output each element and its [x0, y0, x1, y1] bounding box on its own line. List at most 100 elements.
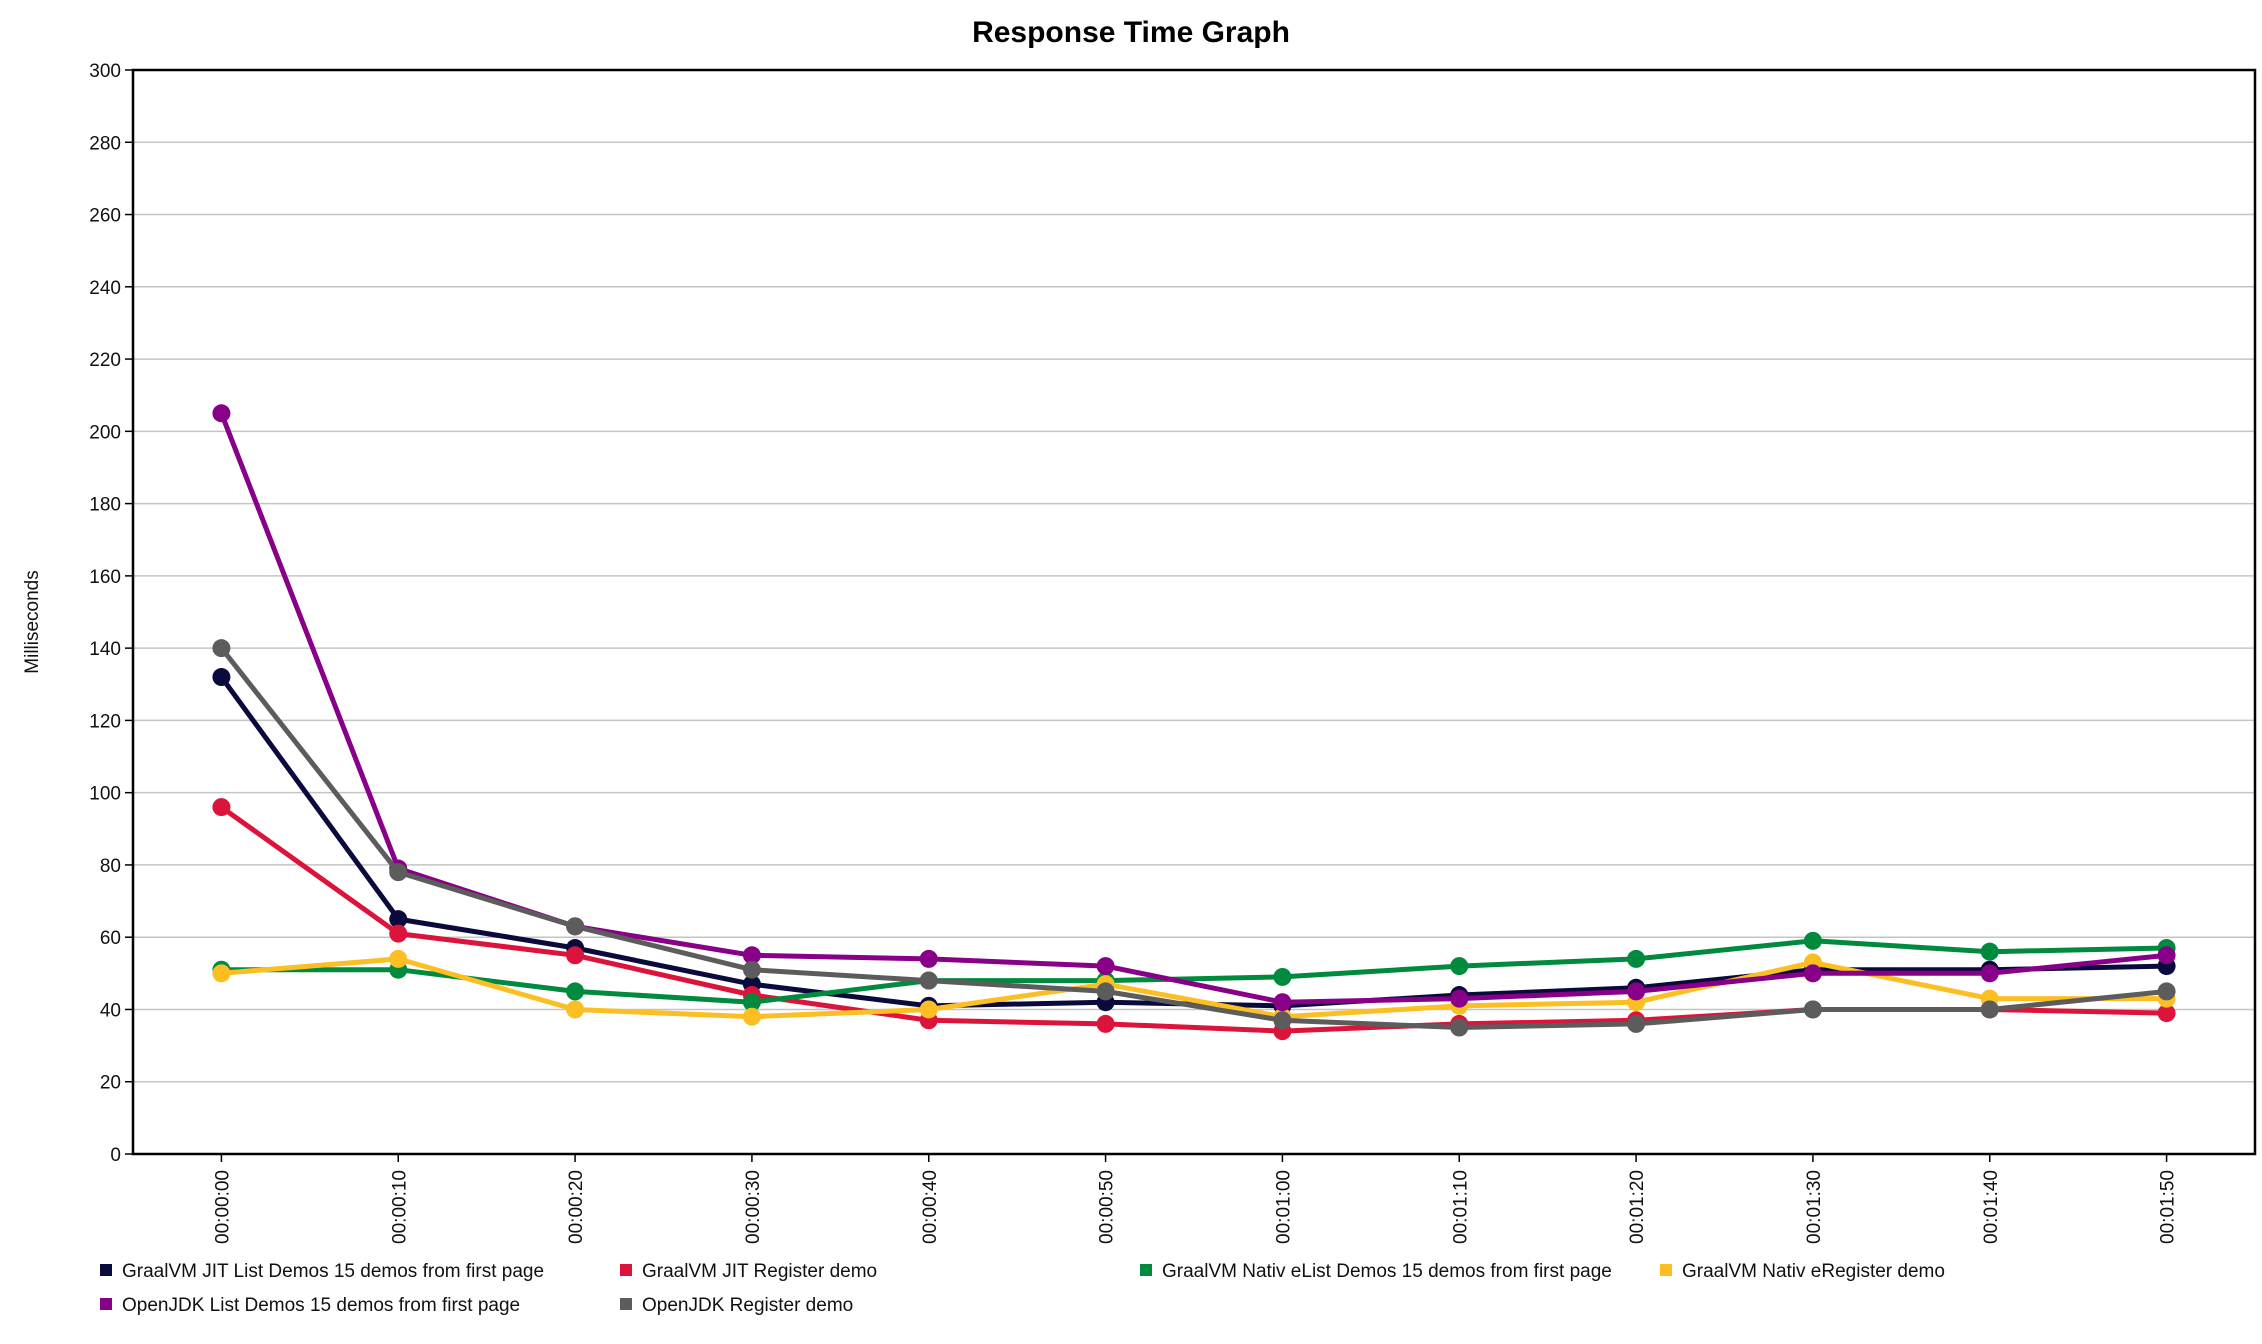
data-point	[1096, 1014, 1115, 1033]
x-tick-label: 00:00:00	[212, 1170, 233, 1244]
legend-swatch	[1660, 1264, 1672, 1276]
y-tick-label: 80	[100, 856, 121, 877]
y-tick-label: 260	[89, 206, 121, 227]
data-point	[2157, 982, 2176, 1001]
y-tick-label: 300	[89, 61, 121, 82]
x-tick-label: 00:01:40	[1981, 1170, 2002, 1244]
y-tick-label: 40	[100, 1000, 121, 1021]
legend-item: GraalVM JIT Register demo	[620, 1261, 877, 1282]
legend-item: GraalVM Nativ eList Demos 15 demos from …	[1140, 1261, 1612, 1282]
legend-item: OpenJDK List Demos 15 demos from first p…	[100, 1295, 520, 1316]
data-point	[389, 863, 408, 882]
data-point	[1803, 931, 1822, 950]
data-point	[212, 798, 231, 817]
legend-swatch	[620, 1264, 632, 1276]
legend-label: GraalVM Nativ eList Demos 15 demos from …	[1162, 1261, 1612, 1282]
legend-label: OpenJDK Register demo	[642, 1295, 853, 1316]
data-point	[1627, 1014, 1646, 1033]
data-point	[1273, 1011, 1292, 1030]
data-point	[2157, 1004, 2176, 1023]
y-tick-label: 140	[89, 639, 121, 660]
data-point	[1450, 957, 1469, 976]
series-line	[219, 805, 2167, 1034]
legend: GraalVM JIT List Demos 15 demos from fir…	[100, 1261, 1945, 1316]
data-point	[1450, 1018, 1469, 1037]
x-tick-label: 00:01:50	[2158, 1170, 2179, 1244]
x-tick-label: 00:00:50	[1097, 1170, 1118, 1244]
data-point	[566, 917, 585, 936]
legend-item: OpenJDK Register demo	[620, 1295, 853, 1316]
x-tick-label: 00:01:10	[1450, 1170, 1471, 1244]
data-point	[742, 960, 761, 979]
data-point	[1980, 964, 1999, 983]
x-tick-labels: 00:00:00 00:00:10 00:00:20 00:00:30 00:00:40…	[212, 1170, 2178, 1244]
x-tick-label: 00:00:30	[743, 1170, 764, 1244]
y-tick-label: 100	[89, 784, 121, 805]
y-tick-label: 280	[89, 133, 121, 154]
data-point	[742, 993, 761, 1012]
y-tick-label: 240	[89, 278, 121, 299]
y-tick-label: 200	[89, 422, 121, 443]
y-tick-label: 0	[110, 1145, 121, 1166]
axes	[125, 68, 2257, 1162]
data-point	[919, 949, 938, 968]
data-point	[212, 964, 231, 983]
data-point	[1096, 957, 1115, 976]
y-tick-label: 60	[100, 928, 121, 949]
series-5	[212, 639, 2176, 1037]
y-tick-label: 120	[89, 711, 121, 732]
gridlines	[133, 69, 2255, 1083]
legend-item: GraalVM Nativ eRegister demo	[1660, 1261, 1945, 1282]
data-point	[919, 1000, 938, 1019]
legend-label: GraalVM Nativ eRegister demo	[1682, 1261, 1945, 1282]
data-point	[1627, 949, 1646, 968]
chart-title: Response Time Graph	[972, 16, 1290, 49]
legend-item: GraalVM JIT List Demos 15 demos from fir…	[100, 1261, 544, 1282]
legend-swatch	[1140, 1264, 1152, 1276]
data-point	[566, 946, 585, 965]
series-line	[219, 646, 2167, 1030]
data-point	[1096, 982, 1115, 1001]
data-point	[1450, 989, 1469, 1008]
data-point	[212, 404, 231, 423]
data-point	[1980, 942, 1999, 961]
legend-swatch	[100, 1264, 112, 1276]
y-tick-label: 180	[89, 495, 121, 516]
data-point	[212, 668, 231, 687]
x-tick-label: 00:00:20	[566, 1170, 587, 1244]
data-point	[566, 1000, 585, 1019]
data-point	[566, 982, 585, 1001]
series-line	[221, 938, 2167, 1005]
data-point	[389, 924, 408, 943]
legend-label: OpenJDK List Demos 15 demos from first p…	[122, 1295, 520, 1316]
x-tick-label: 00:00:40	[920, 1170, 941, 1244]
legend-swatch	[100, 1298, 112, 1310]
series-line	[221, 956, 2167, 1020]
data-point	[742, 946, 761, 965]
data-point	[1273, 967, 1292, 986]
data-point	[1273, 993, 1292, 1012]
x-tick-label: 00:00:10	[389, 1170, 410, 1244]
y-tick-label: 20	[100, 1073, 121, 1094]
data-point	[742, 1007, 761, 1026]
legend-label: GraalVM JIT Register demo	[642, 1261, 877, 1282]
legend-swatch	[620, 1298, 632, 1310]
data-point	[1803, 964, 1822, 983]
y-tick-label: 160	[89, 567, 121, 588]
data-point	[1803, 1000, 1822, 1019]
series-line	[219, 412, 2167, 1005]
y-tick-label: 220	[89, 350, 121, 371]
data-point	[389, 949, 408, 968]
data-point	[389, 910, 408, 929]
series-4	[212, 404, 2176, 1012]
data-point	[919, 971, 938, 990]
series-lines	[212, 404, 2176, 1041]
x-tick-label: 00:01:20	[1627, 1170, 1648, 1244]
data-point	[1627, 982, 1646, 1001]
plot-frame	[131, 68, 2257, 1156]
y-tick-labels: 0 20 40 60 80 100 120 140 160 180 200 220 240 260 280 3…	[89, 61, 121, 1166]
y-axis-title: Milliseconds	[22, 570, 43, 673]
legend-label: GraalVM JIT List Demos 15 demos from fir…	[122, 1261, 544, 1282]
